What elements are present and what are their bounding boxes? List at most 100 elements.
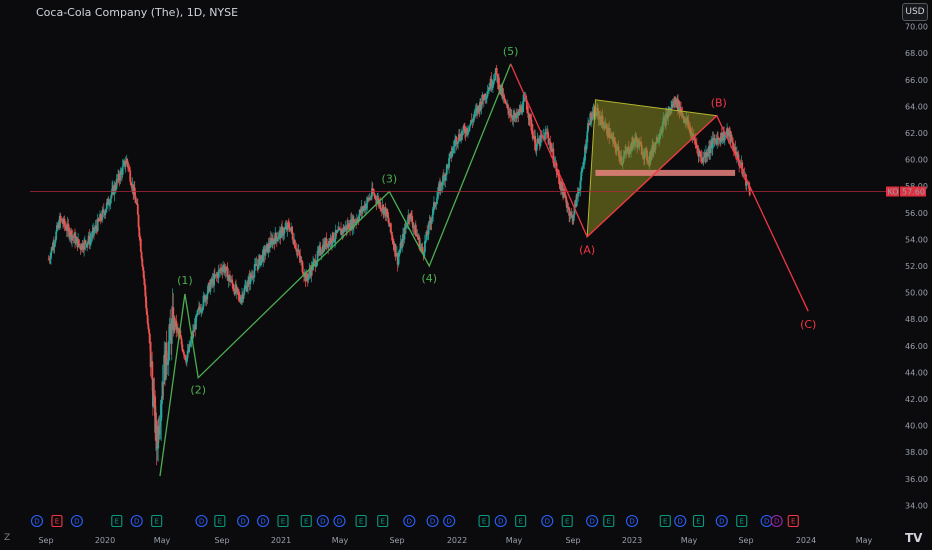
candle-body — [723, 134, 726, 141]
earnings-event-icon — [300, 514, 312, 528]
candle-body — [494, 73, 497, 81]
candle-body — [179, 337, 182, 339]
candle-body — [156, 448, 159, 450]
candle-body — [161, 396, 163, 405]
drawing-overlays: (1) (2) (3) (4) (5) (A) (B) (C) — [159, 45, 816, 477]
candle-body — [158, 426, 161, 435]
candle-body — [124, 163, 127, 167]
candle-body — [180, 338, 183, 345]
candle-body — [220, 268, 223, 271]
candle-body — [405, 225, 408, 227]
price-tick-label: 44.00 — [905, 368, 928, 377]
price-tick-label: 46.00 — [905, 342, 928, 351]
candle-body — [484, 94, 487, 99]
candle-body — [99, 214, 102, 220]
candle-body — [495, 67, 498, 74]
wave-label: (5) — [503, 45, 519, 58]
candle-body — [54, 239, 57, 244]
event-letter: E — [359, 518, 363, 526]
candle-body — [745, 174, 747, 186]
candle-body — [60, 218, 63, 220]
candle-body — [242, 294, 245, 299]
candle-body — [70, 230, 73, 240]
candle-body — [362, 208, 364, 212]
candle-body — [200, 309, 203, 313]
candle-body — [264, 252, 267, 256]
candle-body — [337, 227, 340, 231]
candle-body — [206, 293, 209, 300]
candle-body — [144, 285, 147, 297]
candle-body — [148, 333, 151, 342]
candle-body — [525, 101, 528, 110]
candle-body — [272, 238, 275, 241]
candle-body — [107, 198, 110, 205]
candle-body — [453, 146, 456, 148]
candle-body — [732, 142, 735, 148]
candle-body — [277, 237, 280, 239]
candle-body — [146, 314, 149, 324]
candle-body — [141, 258, 144, 267]
candle-body — [223, 266, 226, 273]
candle-body — [214, 274, 217, 277]
dividend-event-icon — [426, 514, 439, 528]
candle-body — [302, 272, 305, 275]
candle-body — [202, 295, 205, 307]
candle-body — [474, 110, 477, 112]
candle-body — [394, 243, 397, 256]
candle-body — [557, 171, 560, 178]
candle-body — [559, 183, 562, 186]
tradingview-logo-icon: TV — [905, 531, 923, 545]
candle-body — [260, 258, 262, 265]
candle-body — [448, 154, 451, 158]
candle-body — [143, 278, 146, 286]
candle-body — [95, 225, 98, 228]
event-letter: E — [154, 518, 158, 526]
candle-body — [300, 260, 303, 262]
candle-body — [101, 210, 104, 220]
candle-body — [441, 184, 444, 186]
candle-body — [582, 162, 585, 168]
candle-body — [468, 126, 471, 131]
event-letter: D — [260, 518, 265, 526]
candle-body — [140, 251, 143, 259]
dividend-event-icon — [674, 514, 687, 528]
candle-body — [149, 341, 152, 368]
dividend-event-icon — [770, 514, 783, 528]
timezone-icon[interactable]: Z — [4, 533, 11, 543]
candle-body — [198, 306, 201, 310]
time-tick-label: May — [154, 536, 171, 545]
candle-body — [278, 232, 280, 238]
candle-body — [698, 151, 701, 157]
candle-body — [590, 117, 593, 121]
candle-body — [534, 135, 537, 150]
candle-body — [731, 140, 734, 143]
candle-body — [575, 194, 578, 207]
candle-body — [189, 341, 192, 346]
event-letter: D — [240, 518, 245, 526]
candle-body — [420, 246, 422, 248]
candle-body — [737, 154, 740, 161]
candle-body — [481, 94, 484, 105]
candle-body — [310, 265, 313, 276]
candle-body — [301, 261, 304, 273]
candle-body — [348, 223, 351, 230]
candle-body — [745, 182, 748, 186]
candle-body — [695, 144, 698, 149]
candle-body — [281, 227, 283, 228]
candle-body — [102, 209, 105, 214]
currency-button[interactable]: USD — [902, 3, 928, 21]
candle-body — [423, 252, 426, 255]
candle-body — [247, 279, 249, 287]
candle-body — [565, 196, 568, 203]
candle-body — [440, 182, 443, 186]
candle-body — [217, 270, 220, 279]
candle-body — [338, 227, 341, 229]
candle-body — [50, 247, 53, 253]
candle-body — [419, 246, 422, 250]
candle-body — [467, 131, 469, 133]
candle-body — [98, 220, 101, 222]
candle-body — [334, 230, 337, 239]
candle-body — [451, 153, 453, 157]
candle-body — [195, 315, 198, 317]
